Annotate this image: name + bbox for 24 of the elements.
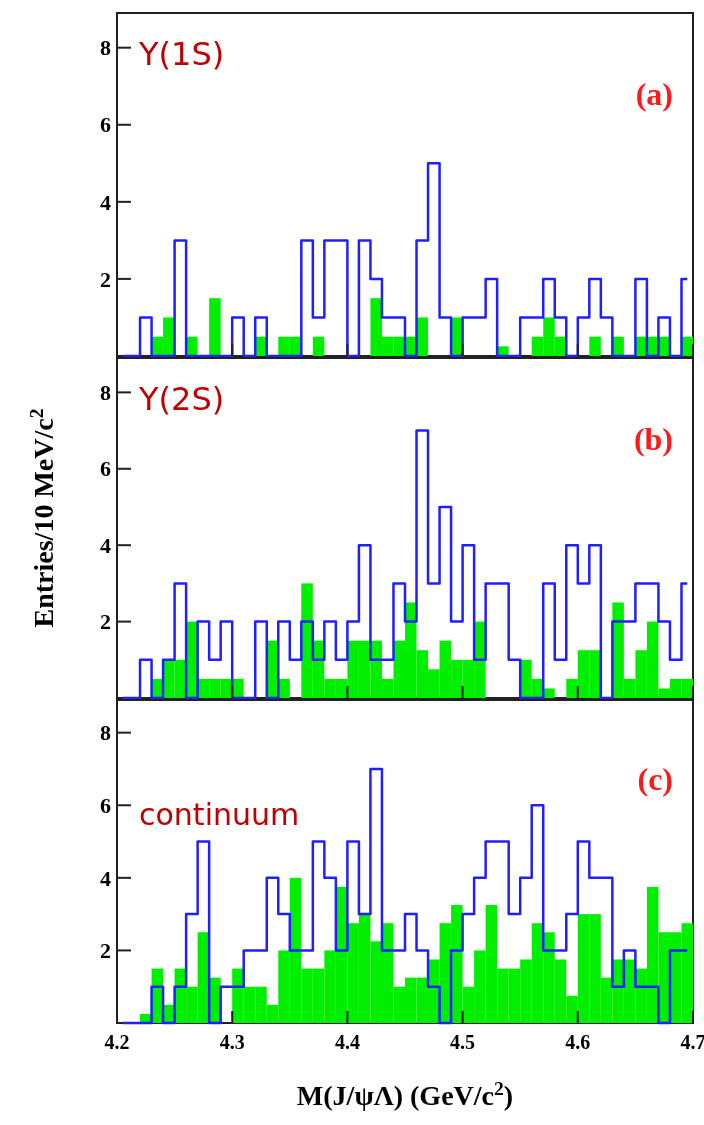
x-tick-label: 4.2 [104, 1031, 130, 1053]
y-tick-label: 4 [100, 532, 111, 558]
annotation: (c) [637, 761, 673, 797]
annotation: Υ(2S) [138, 380, 225, 418]
annotation: Υ(1S) [138, 35, 225, 73]
y-tick-label: 6 [100, 456, 111, 482]
x-tick-label: 4.6 [565, 1031, 591, 1053]
x-tick-label: 4.5 [450, 1031, 476, 1053]
x-tick-label: 4.4 [334, 1031, 360, 1053]
annotation: (b) [633, 421, 673, 457]
y-tick-label: 8 [100, 380, 111, 406]
annotation: (a) [635, 76, 673, 112]
y-tick-label: 2 [100, 938, 111, 964]
y-tick-label: 2 [100, 609, 111, 635]
x-tick-label: 4.3 [219, 1031, 245, 1053]
y-tick-label: 6 [100, 112, 111, 138]
y-tick-label: 6 [100, 792, 111, 818]
y-tick-label: 8 [100, 35, 111, 61]
y-tick-label: 4 [100, 865, 111, 891]
annotation: continuum [139, 797, 300, 832]
y-tick-label: 2 [100, 266, 111, 292]
y-tick-label: 4 [100, 189, 111, 215]
x-axis-title: M(J/ψΛ) (GeV/c$^{2}$) [296, 1077, 514, 1111]
y-tick-label: 8 [100, 720, 111, 746]
